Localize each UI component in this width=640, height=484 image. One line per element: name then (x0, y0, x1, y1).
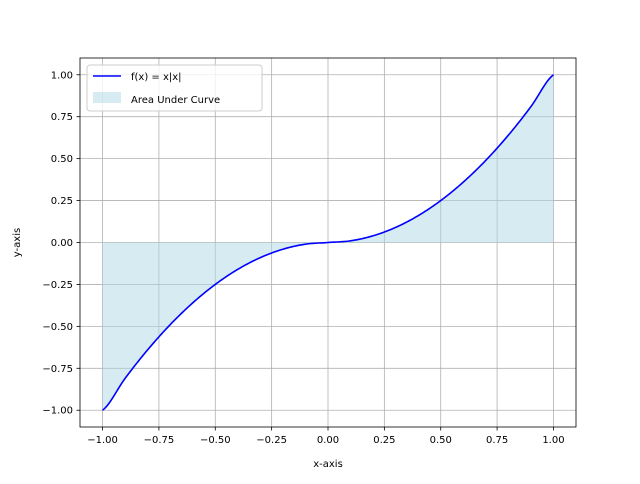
y-tick-label: 0.25 (51, 196, 73, 207)
x-tick-label: 0.75 (486, 435, 508, 446)
x-axis-label: x-axis (313, 459, 343, 470)
y-tick-label: 0.00 (51, 238, 73, 249)
x-tick-label: 1.00 (542, 435, 564, 446)
x-tick-label: 0.00 (317, 435, 339, 446)
y-axis-label: y-axis (12, 228, 23, 257)
legend-area-swatch (93, 92, 121, 103)
x-tick-label: −0.25 (256, 435, 287, 446)
legend-box (86, 64, 263, 112)
y-tick-label: 0.50 (51, 154, 73, 165)
x-tick-label: −0.75 (144, 435, 175, 446)
legend: f(x) = x|x| Area Under Curve (86, 64, 263, 112)
x-axis-ticks: −1.00 −0.75 −0.50 −0.25 0.00 0.25 0.50 0.75 1.00 (87, 427, 565, 446)
y-tick-label: −1.00 (42, 406, 73, 417)
line-layer (102, 74, 554, 411)
legend-label-area: Area Under Curve (131, 95, 220, 106)
y-tick-label: 1.00 (51, 70, 73, 81)
y-tick-label: −0.75 (42, 364, 73, 375)
x-tick-label: −1.00 (87, 435, 118, 446)
y-tick-label: −0.25 (42, 280, 73, 291)
y-axis-ticks: −1.00 −0.75 −0.50 −0.25 0.00 0.25 0.50 0.75 1.00 (42, 70, 80, 417)
y-tick-label: −0.50 (42, 322, 73, 333)
legend-label-line: f(x) = x|x| (131, 72, 182, 83)
x-tick-label: 0.25 (373, 435, 395, 446)
x-tick-label: −0.50 (200, 435, 231, 446)
x-tick-label: 0.50 (430, 435, 452, 446)
y-tick-label: 0.75 (51, 112, 73, 123)
series-line (102, 74, 554, 411)
